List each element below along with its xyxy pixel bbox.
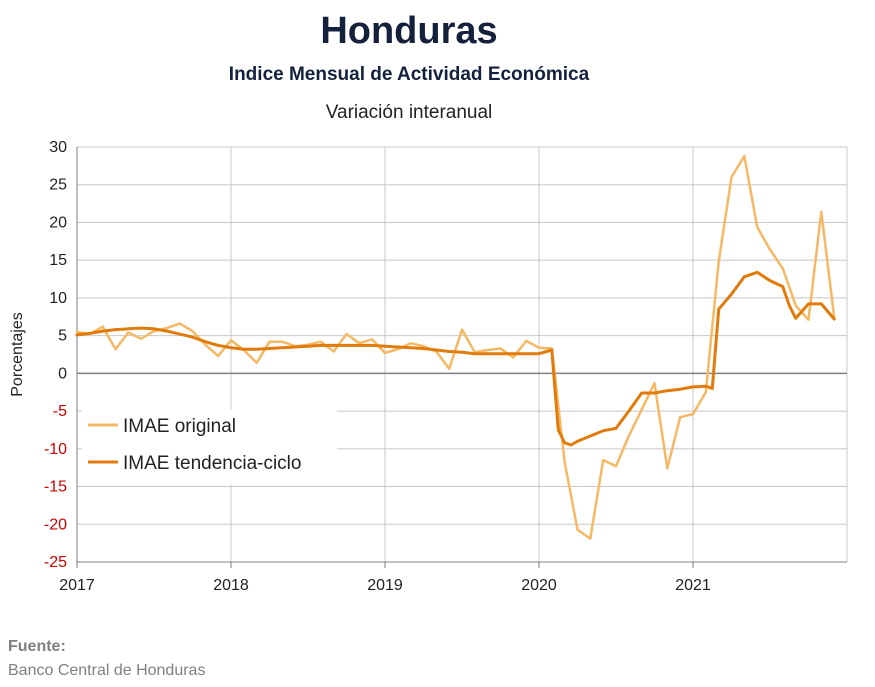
- x-tick-label: 2021: [675, 577, 711, 594]
- y-tick-label: 15: [49, 252, 67, 269]
- y-tick-label: 30: [49, 139, 67, 156]
- y-tick-label: -20: [44, 516, 67, 533]
- legend-label: IMAE tendencia-ciclo: [123, 453, 301, 474]
- x-tick-label: 2017: [59, 577, 95, 594]
- y-tick-label: -5: [53, 403, 67, 420]
- axes: 30 25 20 15 10 5 0 -5 -10 -15 -20 -25 2017 2018 2019 20…: [9, 139, 847, 594]
- grid: [77, 146, 848, 563]
- series-line-imae-tendencia-ciclo: [75, 270, 836, 447]
- y-tick-label: 10: [49, 290, 67, 307]
- line-chart: 30 25 20 15 10 5 0 -5 -10 -15 -20 -25 2017 2018 2019 20…: [9, 139, 848, 594]
- x-tick-label: 2020: [521, 577, 557, 594]
- source-label: Fuente:: [8, 638, 66, 655]
- source-text: Banco Central de Honduras: [8, 662, 206, 679]
- chart-subtitle: Indice Mensual de Actividad Económica: [228, 64, 590, 85]
- y-tick-label: 25: [49, 177, 67, 194]
- y-tick-label: 20: [49, 214, 67, 231]
- x-tick-label: 2018: [213, 577, 249, 594]
- chart-title: Honduras: [320, 10, 498, 52]
- legend-label: IMAE original: [123, 416, 236, 437]
- y-tick-label: 0: [58, 365, 67, 382]
- legend: IMAE original IMAE tendencia-ciclo: [82, 410, 337, 484]
- x-tick-label: 2019: [367, 577, 403, 594]
- legend-box: [82, 410, 337, 484]
- series: [75, 154, 836, 540]
- y-tick-label: 5: [58, 328, 67, 345]
- y-tick-label: -15: [44, 479, 67, 496]
- y-tick-label: -10: [44, 441, 67, 458]
- y-tick-label: -25: [44, 554, 67, 571]
- chart-subtitle-2: Variación interanual: [325, 102, 493, 123]
- y-axis-label: Porcentajes: [9, 312, 26, 397]
